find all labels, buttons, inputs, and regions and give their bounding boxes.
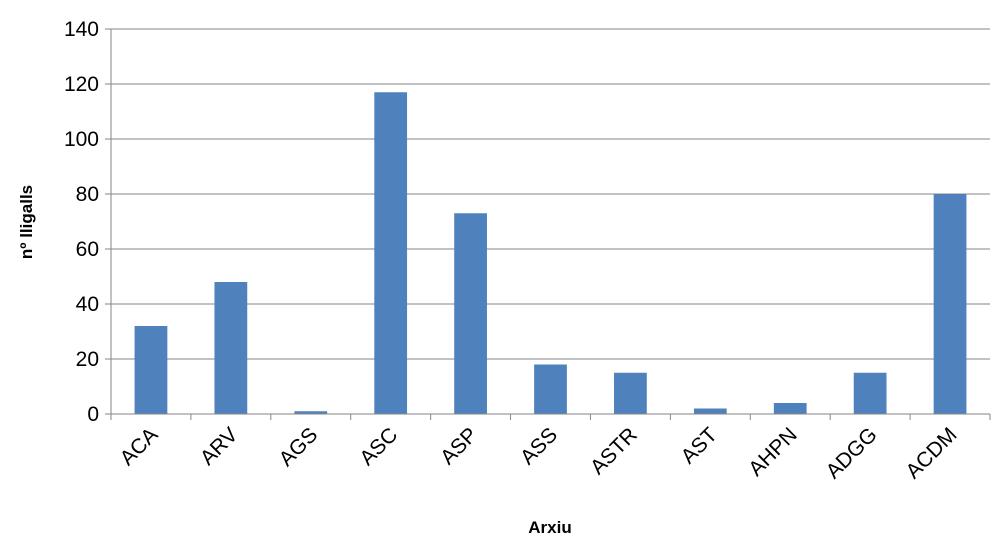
- bar-asp: [454, 213, 487, 414]
- bar-asc: [374, 92, 408, 414]
- gridlines: [111, 28, 990, 360]
- bar-arv: [214, 282, 248, 414]
- y-tick-label: 100: [64, 128, 99, 151]
- bar-acdm: [933, 194, 967, 414]
- bar-ahpn: [773, 403, 807, 414]
- x-tick-label: ADGG: [822, 423, 882, 483]
- x-tick-label: ASP: [436, 423, 482, 469]
- x-axis-title: Arxiu: [528, 518, 571, 537]
- x-tick-label: ASS: [516, 423, 562, 469]
- y-tick-labels: 0 20 40 60 80 100 120 140: [64, 18, 99, 426]
- y-tick-label: 140: [64, 18, 99, 41]
- x-tick-label: ACDM: [902, 423, 962, 483]
- bar-aca: [134, 326, 168, 414]
- x-tick-labels: ACA ARV AGS ASC ASP ASS ASTR AST AHPN ADGG ACDM: [116, 423, 962, 483]
- bar-adgg: [853, 372, 887, 414]
- bar-ass: [534, 364, 567, 414]
- x-tick-label: AGS: [275, 423, 323, 471]
- y-tick-label: 80: [76, 183, 99, 206]
- y-tick-label: 60: [76, 238, 99, 261]
- axes: [105, 28, 991, 420]
- y-tick-label: 40: [76, 293, 99, 316]
- x-tick-label: AST: [677, 423, 722, 468]
- bar-ast: [693, 408, 727, 414]
- x-tick-label: ASC: [355, 423, 402, 470]
- y-tick-label: 0: [87, 403, 99, 426]
- bar-ags: [294, 411, 328, 414]
- y-tick-label: 20: [76, 348, 99, 371]
- x-tick-label: ASTR: [586, 423, 642, 479]
- x-tick-label: AHPN: [744, 423, 802, 481]
- y-axis-title: nº lligalls: [17, 185, 36, 259]
- x-tick-label: ARV: [196, 423, 243, 470]
- x-tick-label: ACA: [116, 423, 163, 470]
- bars: [134, 92, 967, 414]
- bar-astr: [614, 372, 647, 414]
- y-tick-label: 120: [64, 73, 99, 96]
